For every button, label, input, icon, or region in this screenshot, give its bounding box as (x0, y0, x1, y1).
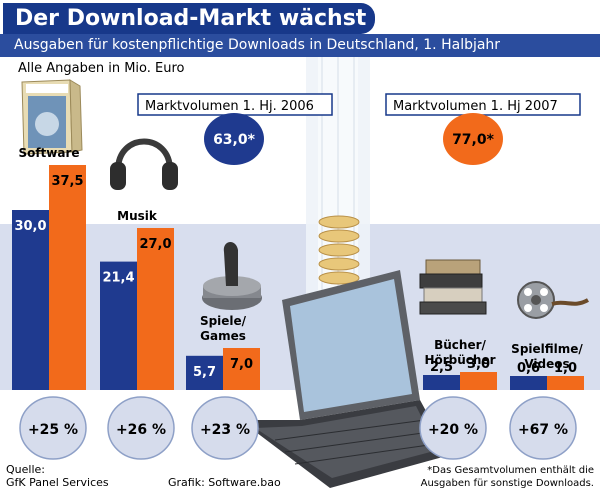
footnote-line-1: *Das Gesamtvolumen enthält die (427, 465, 594, 476)
category-label-4-0: Spielfilme/ (511, 342, 583, 356)
headphones-icon (110, 138, 178, 190)
disc-stack-icon (318, 215, 360, 285)
category-label-3-1: Hörbücher (424, 353, 495, 367)
data-label-4-0: 0,6 (517, 361, 540, 376)
category-label-0-0: Software (18, 146, 79, 160)
growth-circle-0 (19, 396, 87, 460)
data-label-0-0: 30,0 (14, 219, 46, 234)
growth-label-1: +26 % (116, 422, 166, 438)
category-label-4-1: Videos (524, 357, 569, 371)
market-2006-circle (204, 113, 264, 165)
bar-2-1 (223, 348, 260, 390)
footnote-line-2: Ausgaben für sonstige Downloads. (421, 478, 594, 489)
category-label-3-0: Bücher/ (434, 338, 486, 352)
bar-3-1 (460, 372, 497, 390)
growth-label-3: +20 % (428, 422, 478, 438)
market-2006-value: 63,0* (213, 132, 256, 148)
bar-0-0 (12, 210, 49, 390)
market-2007-value: 77,0* (452, 132, 495, 148)
market-2007: Marktvolumen 1. Hj 2007 77,0* (385, 93, 581, 165)
bar-2-0 (186, 355, 223, 390)
market-2007-label: Marktvolumen 1. Hj 2007 (393, 99, 558, 114)
data-label-3-1: 3,0 (467, 357, 490, 372)
source-label: Quelle: (6, 463, 45, 476)
chart-subtitle: Ausgaben für kostenpflichtige Downloads … (0, 34, 600, 57)
books-icon (419, 259, 487, 315)
source-text: GfK Panel Services (6, 476, 109, 489)
data-label-1-1: 27,0 (139, 237, 171, 252)
data-label-2-1: 7,0 (230, 357, 253, 372)
units-note: Alle Angaben in Mio. Euro (18, 61, 185, 76)
growth-label-2: +23 % (200, 422, 250, 438)
growth-label-0: +25 % (28, 422, 78, 438)
category-label-1-0: Musik (117, 209, 158, 223)
growth-circle-3 (419, 396, 487, 460)
market-2006-label: Marktvolumen 1. Hj. 2006 (145, 99, 314, 114)
bar-1-1 (137, 228, 174, 390)
growth-circle-2 (191, 396, 259, 460)
data-label-1-0: 21,4 (102, 271, 134, 286)
category-label-2-1: Games (200, 329, 246, 343)
chart-title: Der Download-Markt wächst (3, 3, 375, 34)
bar-4-1 (547, 376, 584, 390)
market-2007-circle (443, 113, 503, 165)
data-label-2-0: 5,7 (193, 365, 216, 380)
bar-0-1 (49, 165, 86, 390)
laptop-icon (240, 270, 450, 488)
growth-circle-4 (509, 396, 577, 460)
joystick-icon (202, 241, 262, 310)
growth-label-4: +67 % (518, 422, 568, 438)
data-label-4-1: 1,0 (554, 361, 577, 376)
growth-circle-1 (107, 396, 175, 460)
bar-3-0 (423, 375, 460, 390)
software-box-icon (21, 79, 83, 155)
bar-1-0 (100, 261, 137, 390)
market-2006: Marktvolumen 1. Hj. 2006 63,0* (137, 93, 333, 165)
data-label-3-0: 2,5 (430, 360, 453, 375)
graphic-credit: Grafik: Software.bao (168, 476, 281, 489)
category-label-2-0: Spiele/ (200, 314, 247, 328)
film-reel-icon (517, 281, 589, 319)
bar-chart: 30,0 37,5 Software +25 % 21,4 27,0 Musik +26 % 5… (12, 146, 584, 460)
data-label-0-1: 37,5 (51, 174, 83, 189)
bar-4-0 (510, 376, 547, 390)
